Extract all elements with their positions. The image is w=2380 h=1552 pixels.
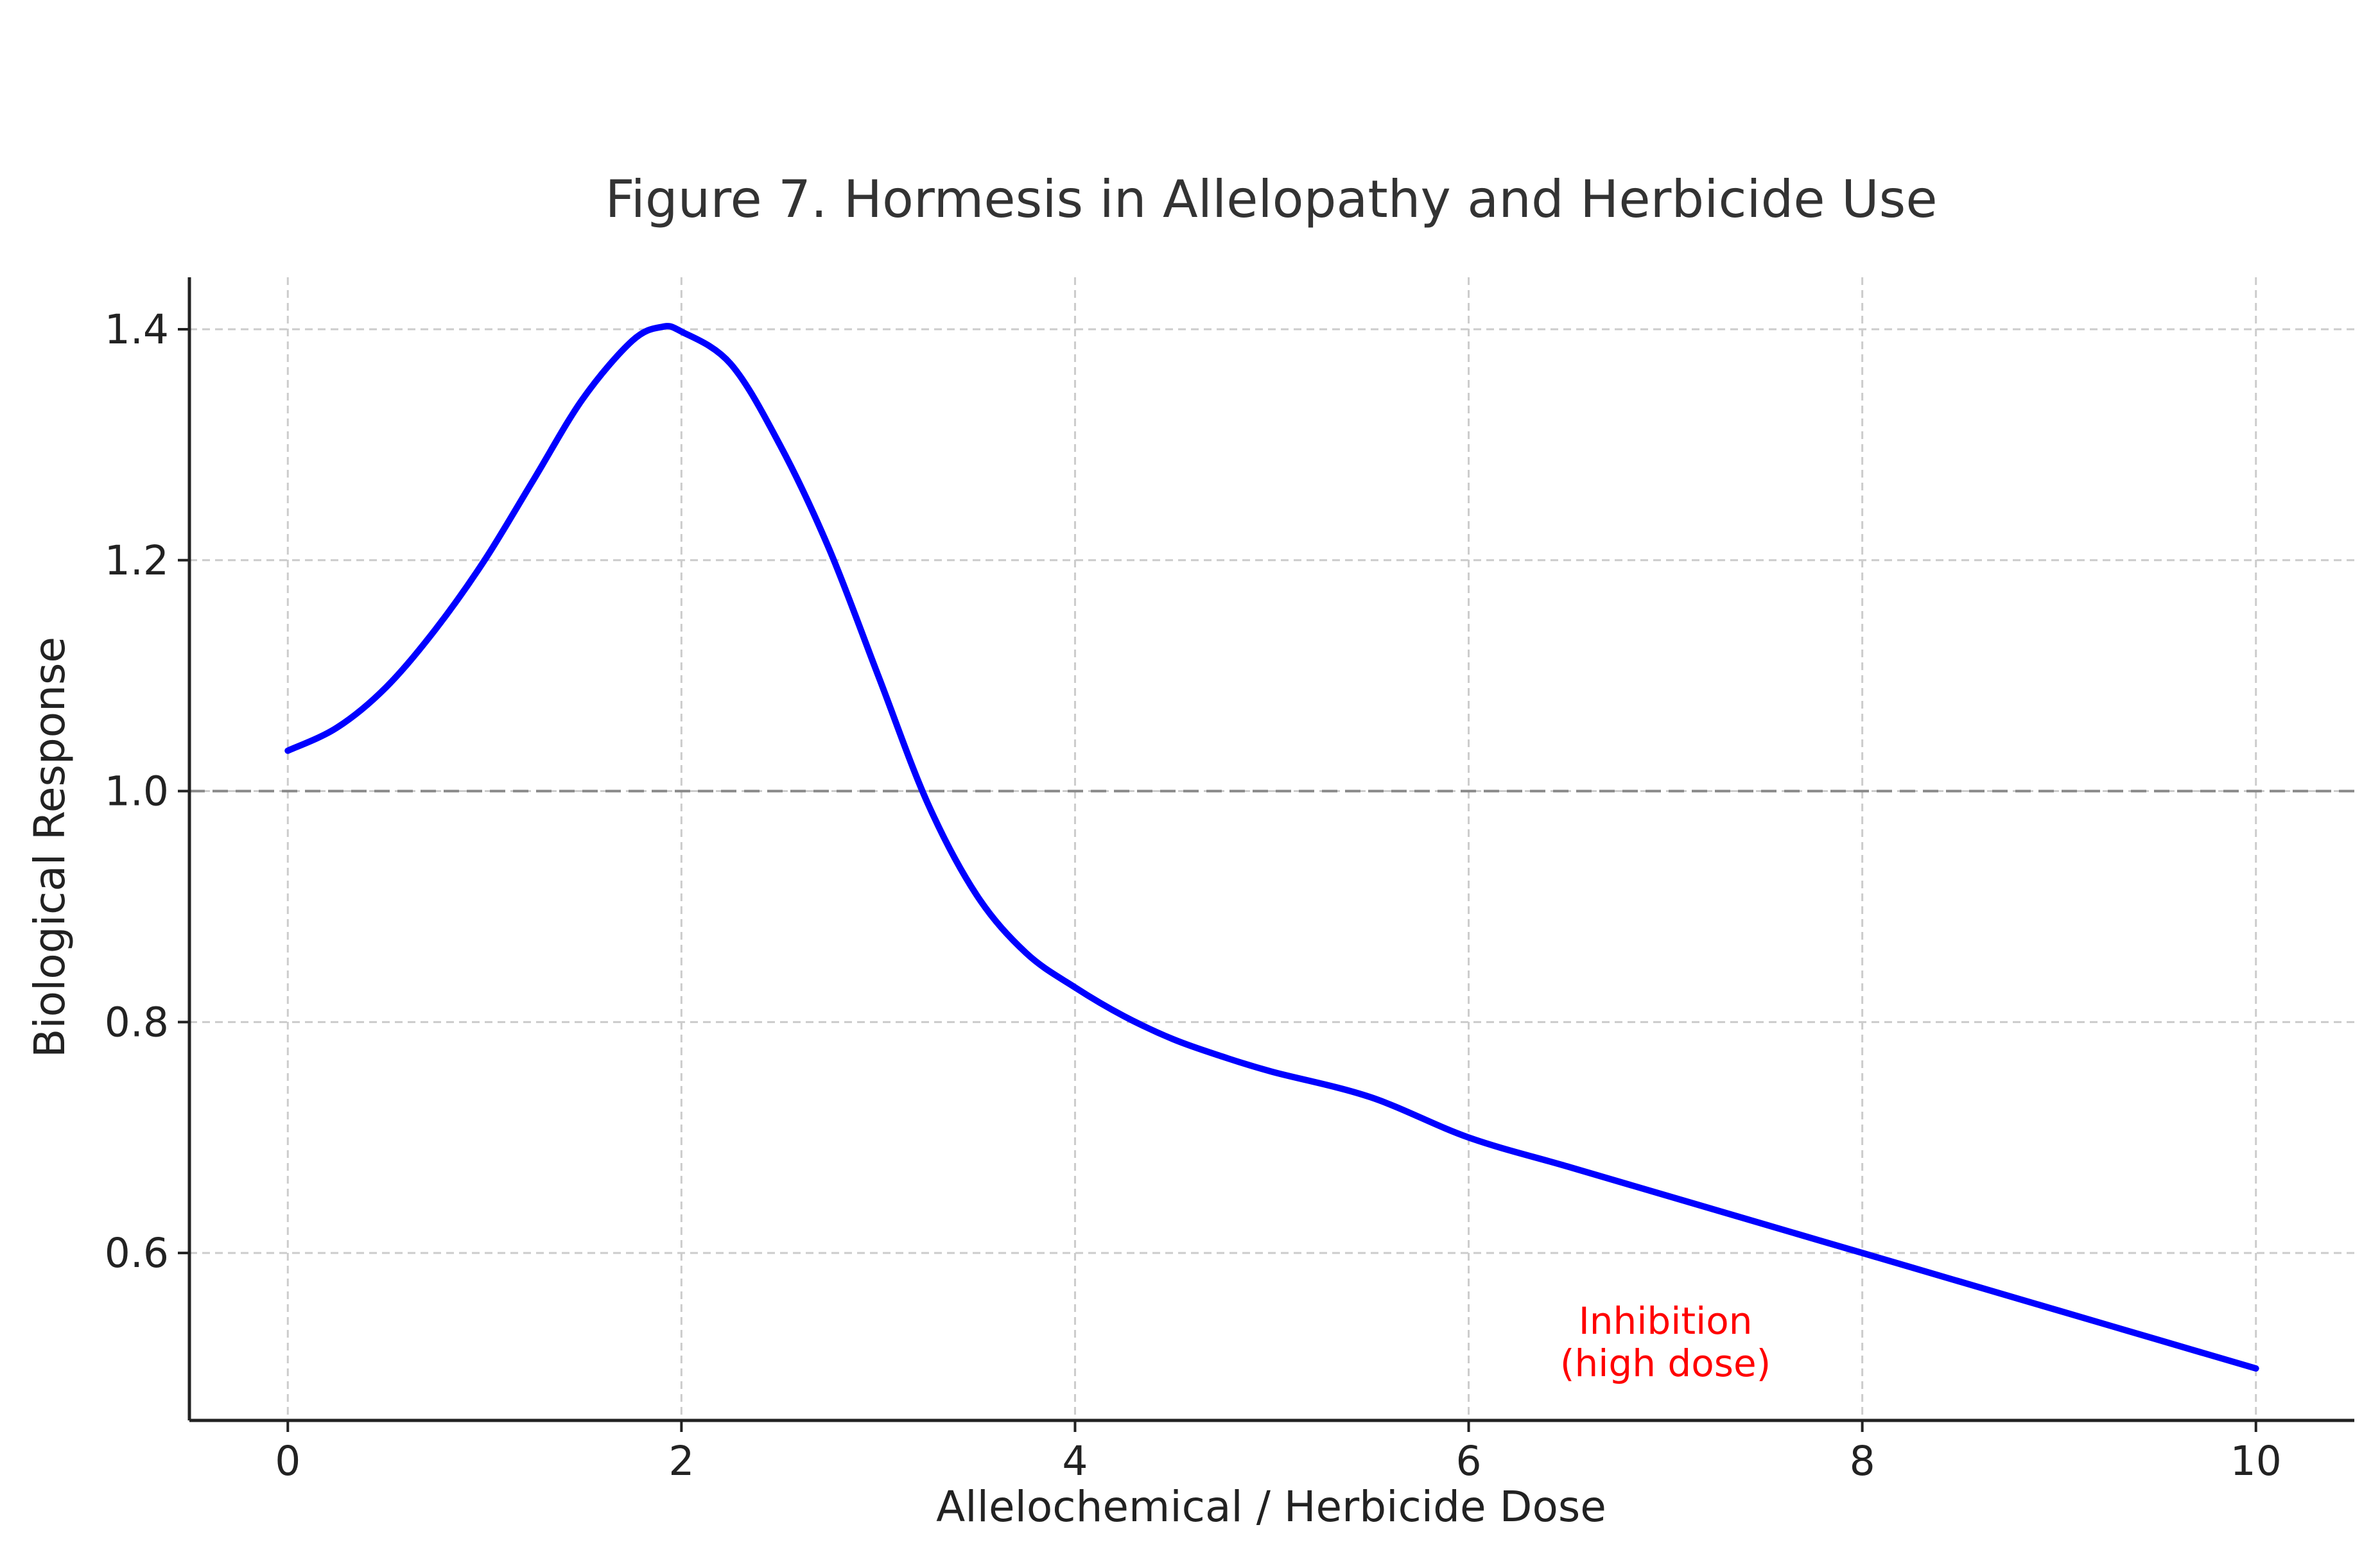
y-tick-label: 1.2 [105, 537, 169, 584]
x-tick-label: 8 [1850, 1438, 1875, 1485]
x-tick-label: 10 [2230, 1438, 2282, 1485]
x-tick-label: 6 [1455, 1438, 1481, 1485]
series-layer [284, 323, 2259, 1372]
axes [187, 277, 2354, 1422]
y-tick-label: 0.8 [105, 999, 169, 1046]
tick-layer: 0 2 4 6 8 10 0.6 0.8 1.0 1.2 1.4 [105, 306, 2282, 1485]
y-tick-label: 0.6 [105, 1230, 169, 1277]
y-tick-label: 1.4 [105, 306, 169, 353]
y-tick-label: 1.0 [105, 768, 169, 815]
y-axis-title: Biological Response [25, 637, 74, 1058]
annotation-layer: Stimulation(low dose)Inhibition(high dos… [1560, 1299, 1771, 1385]
annotation-line: Inhibition [1579, 1299, 1753, 1343]
grid-lines [189, 277, 2354, 1420]
x-tick-label: 0 [275, 1438, 300, 1485]
x-axis-title: Allelochemical / Herbicide Dose [936, 1482, 1606, 1531]
inhibition-annotation: Inhibition(high dose) [1560, 1299, 1771, 1385]
x-tick-label: 2 [668, 1438, 694, 1485]
response-curve-line [284, 323, 2259, 1372]
x-tick-label: 4 [1062, 1438, 1088, 1485]
chart-title: Figure 7. Hormesis in Allelopathy and He… [605, 169, 1937, 229]
annotation-line: (high dose) [1560, 1341, 1771, 1385]
